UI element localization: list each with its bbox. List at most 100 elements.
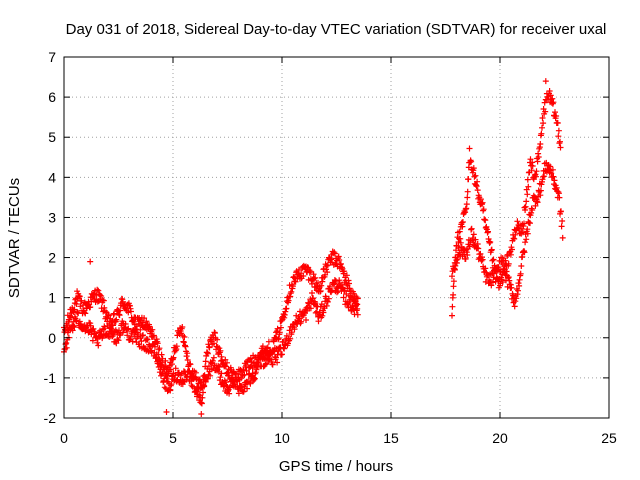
x-tick-label: 0: [60, 430, 68, 446]
data-point: [77, 303, 84, 310]
data-point: [150, 332, 157, 339]
data-point: [288, 329, 295, 336]
data-point: [184, 357, 191, 363]
data-point: [523, 236, 530, 243]
data-point: [505, 260, 512, 267]
data-point: [557, 144, 564, 151]
data-point: [154, 340, 161, 347]
data-point: [146, 323, 153, 330]
data-point: [206, 344, 213, 351]
data-point: [276, 329, 283, 336]
data-point: [482, 265, 489, 272]
data-point: [207, 372, 214, 379]
x-tick-label: 25: [601, 430, 617, 446]
data-point: [449, 303, 456, 310]
data-point: [555, 133, 562, 140]
data-point: [87, 304, 94, 311]
data-point: [500, 257, 507, 264]
data-point: [518, 263, 525, 269]
data-point: [247, 380, 254, 387]
data-point: [170, 354, 177, 361]
data-point: [315, 318, 322, 325]
data-point: [209, 357, 216, 364]
data-point: [479, 256, 486, 263]
grid: [64, 57, 609, 418]
data-point: [179, 324, 186, 330]
data-point: [336, 257, 343, 263]
data-point: [320, 309, 327, 316]
data-point: [450, 278, 457, 285]
data-point: [136, 318, 143, 325]
data-point: [462, 255, 469, 262]
data-point: [475, 245, 482, 252]
y-tick-label: 4: [48, 169, 56, 185]
data-point: [200, 378, 207, 385]
x-tick-label: 5: [169, 430, 177, 446]
data-point: [198, 411, 205, 417]
data-point: [195, 386, 202, 393]
data-point: [244, 385, 251, 392]
data-point: [493, 275, 500, 282]
data-point: [89, 337, 96, 344]
data-point: [470, 231, 477, 238]
data-point: [557, 138, 563, 145]
data-point: [190, 375, 197, 382]
data-point: [296, 315, 303, 322]
plot-frame: [63, 56, 610, 419]
axis-ticks: -2 -1 0 1 2 3 4 5 6 7 0 5 10 15 20 25: [44, 49, 617, 446]
data-point: [508, 284, 515, 291]
data-point: [93, 334, 100, 341]
y-tick-label: -1: [44, 370, 57, 386]
data-point: [289, 283, 296, 290]
data-point: [210, 354, 217, 361]
data-point: [303, 317, 309, 323]
data-point: [158, 362, 165, 369]
data-point: [331, 250, 338, 257]
data-point: [181, 334, 188, 340]
data-point: [167, 366, 174, 373]
data-point: [521, 220, 527, 227]
data-point: [472, 236, 479, 243]
data-point: [323, 262, 330, 269]
data-point: [291, 326, 298, 333]
data-point: [471, 173, 478, 180]
data-point: [537, 141, 544, 147]
data-point: [157, 366, 164, 373]
data-point: [514, 218, 521, 225]
data-point: [456, 228, 463, 235]
data-point: [105, 312, 112, 319]
data-point: [73, 301, 80, 307]
data-point: [192, 369, 199, 376]
data-point: [263, 345, 270, 352]
data-point: [499, 279, 506, 285]
data-point: [477, 250, 484, 257]
data-point: [231, 381, 238, 388]
data-point: [525, 183, 532, 190]
data-point: [325, 295, 332, 302]
data-point: [450, 291, 457, 298]
data-point: [524, 191, 531, 198]
data-point: [180, 339, 187, 346]
data-point: [542, 108, 549, 115]
data-point: [263, 360, 270, 367]
data-point: [549, 166, 556, 173]
data-point: [550, 173, 557, 180]
data-point: [522, 203, 529, 210]
chart-title: Day 031 of 2018, Sidereal Day-to-day VTE…: [66, 21, 607, 38]
data-point: [523, 198, 530, 205]
data-point: [144, 336, 151, 343]
data-point: [287, 335, 294, 342]
data-point: [137, 326, 144, 333]
data-point: [459, 219, 466, 225]
data-point: [300, 273, 307, 279]
x-tick-label: 10: [274, 430, 290, 446]
x-tick-label: 20: [492, 430, 508, 446]
data-point: [487, 239, 494, 245]
data-point: [140, 332, 146, 339]
data-point: [515, 287, 521, 294]
data-point: [217, 347, 224, 354]
data-point: [317, 288, 324, 294]
data-point: [551, 177, 558, 184]
data-point: [91, 290, 97, 297]
